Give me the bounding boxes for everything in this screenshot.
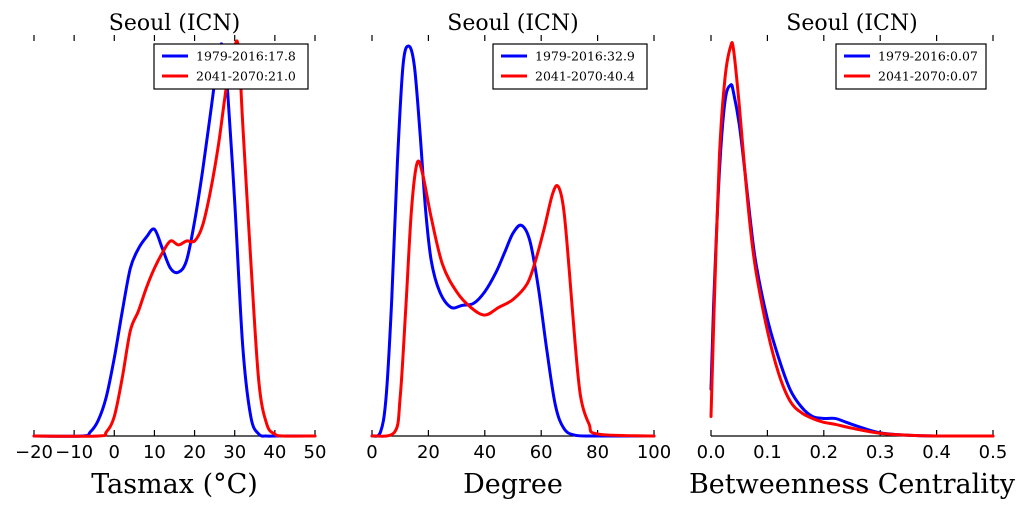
legend-box: [835, 43, 987, 90]
x-tick-label: 40: [263, 442, 286, 463]
series-line-historical: [709, 83, 995, 438]
x-tick-label: 0.5: [979, 442, 1008, 463]
x-tick-label: 30: [223, 442, 246, 463]
x-tick-label: 0: [109, 442, 120, 463]
x-tick-label: −10: [55, 442, 93, 463]
x-tick-label: 0.1: [753, 442, 782, 463]
x-tick-label: −20: [15, 442, 53, 463]
x-tick-label: 60: [530, 442, 553, 463]
x-axis-label: Degree: [463, 469, 563, 500]
legend: 1979-2016:0.07 2041-2070:0.07: [835, 43, 987, 90]
chart-panel-3: Seoul (ICN) 0.0 0.1 0.2 0.3 0.4 0.5 Betweenness…: [689, 11, 1016, 500]
x-axis-label: Betweenness Centrality: [689, 469, 1016, 500]
legend-entry: 1979-2016:17.8: [196, 49, 296, 64]
x-tick-label: 10: [143, 442, 166, 463]
chart-title: Seoul (ICN): [109, 11, 240, 36]
x-tick-label: 0: [366, 442, 377, 463]
legend-entry: 1979-2016:32.9: [535, 49, 635, 64]
series-line-historical: [370, 44, 656, 438]
legend: 1979-2016:32.9 2041-2070:40.4: [492, 43, 648, 90]
legend-box: [153, 43, 309, 90]
series-line-historical: [32, 42, 317, 438]
x-tick-label: 80: [586, 442, 609, 463]
x-tick-label: 20: [417, 442, 440, 463]
chart-title: Seoul (ICN): [786, 11, 917, 36]
x-tick-label: 40: [473, 442, 496, 463]
legend-entry: 1979-2016:0.07: [878, 49, 978, 64]
x-tick-label: 20: [183, 442, 206, 463]
x-tick-label: 0.0: [697, 442, 726, 463]
legend-entry: 2041-2070:21.0: [196, 69, 296, 84]
legend: 1979-2016:17.8 2041-2070:21.0: [153, 43, 309, 90]
series-line-future: [370, 159, 656, 438]
chart-panel-1: Seoul (ICN) −20 −10 0 10 20 30 40 50 Tasmax (°C) 1…: [15, 11, 326, 500]
x-tick-label: 0.4: [922, 442, 951, 463]
chart-title: Seoul (ICN): [447, 11, 578, 36]
series-line-future: [32, 39, 317, 438]
legend-entry: 2041-2070:0.07: [878, 69, 978, 84]
x-tick-label: 0.2: [809, 442, 838, 463]
legend-entry: 2041-2070:40.4: [535, 69, 635, 84]
series-line-future: [709, 41, 995, 438]
x-tick-label: 50: [304, 442, 327, 463]
chart-panel-2: Seoul (ICN) 0 20 40 60 80 100 Degree 1979-2016:3…: [366, 11, 671, 500]
x-tick-label: 100: [637, 442, 671, 463]
x-tick-label: 0.3: [866, 442, 895, 463]
legend-box: [492, 43, 648, 90]
x-axis-label: Tasmax (°C): [91, 469, 258, 500]
